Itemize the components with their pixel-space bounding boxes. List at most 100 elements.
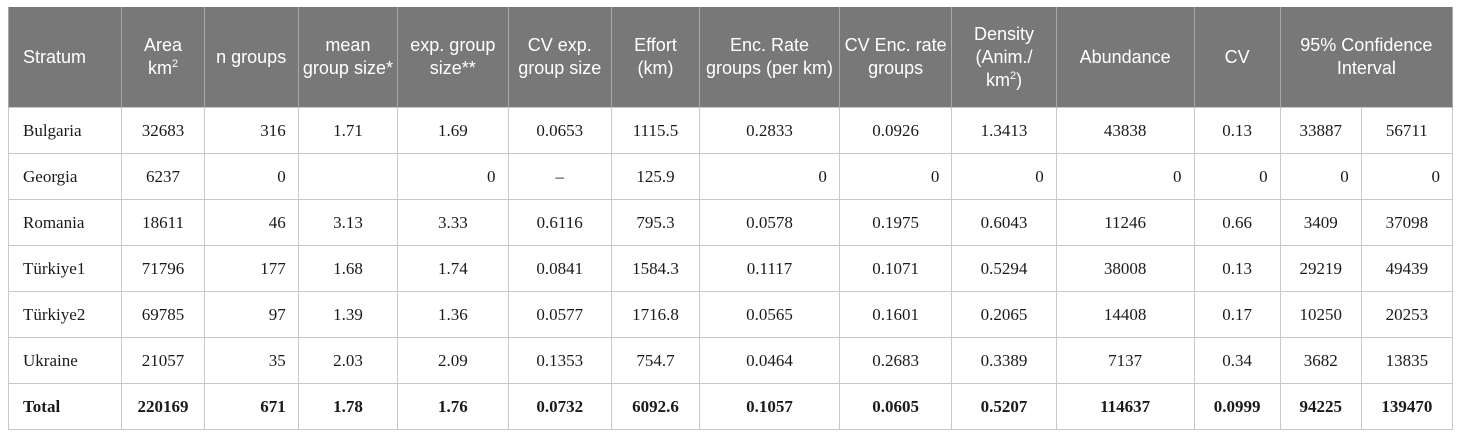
- cell-ci-lower: 0: [1279, 153, 1362, 200]
- cell-cv: 0.17: [1193, 291, 1281, 338]
- cell-enc-rate: 0.0578: [699, 199, 840, 246]
- cell-exp-group-size: 1.76: [397, 383, 509, 430]
- table-row: Georgia 6237 0 0–125.9 0 0 0 0 0 0 0: [7, 153, 1454, 200]
- cell-stratum: Total: [7, 383, 123, 430]
- cell-cv-enc-rate: 0: [838, 153, 953, 200]
- cell-cv-enc-rate: 0.1071: [838, 245, 953, 292]
- cell-exp-group-size: 1.36: [397, 291, 509, 338]
- cell-exp-group-size: 1.74: [397, 245, 509, 292]
- cell-ci-lower: 10250: [1279, 291, 1362, 338]
- table-row: Bulgaria 32683 316 1.71 1.69 0.0653 1115.5 0.28…: [7, 107, 1454, 154]
- cell-abundance: 0: [1055, 153, 1195, 200]
- header-n-groups: n groups: [203, 7, 299, 108]
- cell-enc-rate: 0.1057: [699, 383, 840, 430]
- cell-ci-upper: 37098: [1360, 199, 1454, 246]
- header-mean-group-size: mean group size*: [297, 7, 399, 108]
- cell-exp-group-size: 1.69: [397, 107, 509, 154]
- cell-mean-group-size: 1.68: [297, 245, 399, 292]
- abundance-table: Stratum Area km2 n groups mean group siz…: [7, 7, 1454, 430]
- cell-effort: 754.7: [610, 337, 701, 384]
- cell-density: 0.6043: [951, 199, 1057, 246]
- cell-area: 6237: [121, 153, 205, 200]
- header-confidence-interval: 95% Confidence Interval: [1279, 7, 1454, 108]
- header-cv-exp-group-size: CV exp. group size: [507, 7, 612, 108]
- header-stratum: Stratum: [7, 7, 123, 108]
- cell-n-groups: 35: [203, 337, 299, 384]
- cell-ci-lower: 33887: [1279, 107, 1362, 154]
- cell-abundance: 14408: [1055, 291, 1195, 338]
- cell-n-groups: 0: [203, 153, 299, 200]
- table-row: Türkiye2 69785 97 1.39 1.36 0.0577 1716.8 0.056…: [7, 291, 1454, 338]
- cell-ci-lower: 3409: [1279, 199, 1362, 246]
- cell-n-groups: 671: [203, 383, 299, 430]
- cell-area: 21057: [121, 337, 205, 384]
- cell-n-groups: 177: [203, 245, 299, 292]
- cell-abundance: 38008: [1055, 245, 1195, 292]
- cell-effort: 1716.8: [610, 291, 701, 338]
- cell-stratum: Georgia: [7, 153, 123, 200]
- cell-n-groups: 46: [203, 199, 299, 246]
- cell-enc-rate: 0.1117: [699, 245, 840, 292]
- cell-cv: 0.13: [1193, 245, 1281, 292]
- cell-density: 0.2065: [951, 291, 1057, 338]
- cell-ci-upper: 13835: [1360, 337, 1454, 384]
- cell-cv: 0: [1193, 153, 1281, 200]
- cell-cv-exp-group-size: 0.0732: [507, 383, 612, 430]
- cell-density: 0.5294: [951, 245, 1057, 292]
- table-row: Ukraine 21057 35 2.03 2.09 0.1353 754.7 0.0464 0…: [7, 337, 1454, 384]
- cell-effort: 6092.6: [610, 383, 701, 430]
- cell-exp-group-size: 2.09: [397, 337, 509, 384]
- cell-ci-upper: 49439: [1360, 245, 1454, 292]
- cell-density: 0.3389: [951, 337, 1057, 384]
- cell-cv-exp-group-size: –: [507, 153, 612, 200]
- header-cv-enc-rate: CV Enc. rate groups: [838, 7, 953, 108]
- cell-mean-group-size: [297, 153, 399, 200]
- cell-ci-lower: 94225: [1279, 383, 1362, 430]
- cell-mean-group-size: 1.71: [297, 107, 399, 154]
- cell-cv-enc-rate: 0.1975: [838, 199, 953, 246]
- header-effort: Effort (km): [610, 7, 701, 108]
- cell-cv-exp-group-size: 0.0577: [507, 291, 612, 338]
- cell-ci-upper: 139470: [1360, 383, 1454, 430]
- cell-effort: 795.3: [610, 199, 701, 246]
- cell-enc-rate: 0.0565: [699, 291, 840, 338]
- cell-enc-rate: 0.0464: [699, 337, 840, 384]
- cell-cv-enc-rate: 0.0926: [838, 107, 953, 154]
- cell-effort: 125.9: [610, 153, 701, 200]
- header-density: Density (Anim./ km2): [951, 7, 1057, 108]
- cell-cv-exp-group-size: 0.1353: [507, 337, 612, 384]
- total-row: Total 220169 671 1.78 1.76 0.0732 6092.6 0.1057…: [7, 383, 1454, 430]
- cell-stratum: Romania: [7, 199, 123, 246]
- cell-cv-enc-rate: 0.1601: [838, 291, 953, 338]
- cell-effort: 1584.3: [610, 245, 701, 292]
- cell-mean-group-size: 1.39: [297, 291, 399, 338]
- cell-cv: 0.34: [1193, 337, 1281, 384]
- header-exp-group-size: exp. group size**: [397, 7, 509, 108]
- cell-effort: 1115.5: [610, 107, 701, 154]
- cell-stratum: Türkiye2: [7, 291, 123, 338]
- cell-enc-rate: 0: [699, 153, 840, 200]
- cell-ci-lower: 29219: [1279, 245, 1362, 292]
- cell-density: 1.3413: [951, 107, 1057, 154]
- cell-mean-group-size: 3.13: [297, 199, 399, 246]
- header-area: Area km2: [121, 7, 205, 108]
- table-row: Türkiye1 71796 177 1.68 1.74 0.0841 1584.3 0.11…: [7, 245, 1454, 292]
- cell-cv-exp-group-size: 0.0841: [507, 245, 612, 292]
- cell-n-groups: 316: [203, 107, 299, 154]
- cell-ci-upper: 20253: [1360, 291, 1454, 338]
- header-cv: CV: [1193, 7, 1281, 108]
- cell-area: 32683: [121, 107, 205, 154]
- cell-abundance: 43838: [1055, 107, 1195, 154]
- cell-exp-group-size: 0: [397, 153, 509, 200]
- cell-ci-upper: 0: [1360, 153, 1454, 200]
- cell-ci-upper: 56711: [1360, 107, 1454, 154]
- cell-density: 0: [951, 153, 1057, 200]
- cell-area: 18611: [121, 199, 205, 246]
- table-container: Stratum Area km2 n groups mean group siz…: [7, 7, 1454, 430]
- cell-cv: 0.0999: [1193, 383, 1281, 430]
- cell-cv-exp-group-size: 0.0653: [507, 107, 612, 154]
- cell-mean-group-size: 2.03: [297, 337, 399, 384]
- cell-enc-rate: 0.2833: [699, 107, 840, 154]
- cell-cv-enc-rate: 0.2683: [838, 337, 953, 384]
- cell-cv-exp-group-size: 0.6116: [507, 199, 612, 246]
